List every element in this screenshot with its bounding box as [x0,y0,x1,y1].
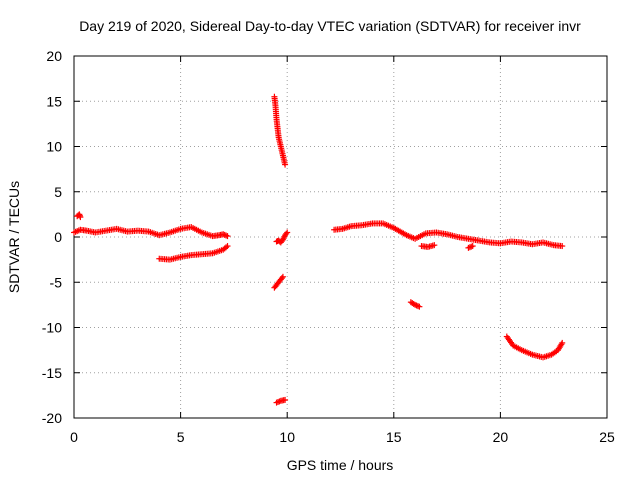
axis-ticks [73,55,608,419]
x-tick-label: 20 [493,429,509,445]
data-point [559,243,566,250]
y-tick-label: 10 [46,139,62,155]
data-point [223,232,230,239]
data-point [466,244,473,251]
data-points [71,93,566,406]
x-tick-label: 15 [386,429,402,445]
y-tick-label: -10 [42,320,62,336]
data-point [283,230,290,237]
y-tick-label: -15 [42,365,62,381]
data-point [282,396,289,403]
x-axis-label: GPS time / hours [287,457,394,473]
plot-frame [73,55,608,419]
x-tick-label: 5 [177,429,185,445]
data-point [279,273,286,280]
y-tick-label: 15 [46,93,62,109]
y-tick-label: 0 [54,229,62,245]
y-tick-label: -20 [42,410,62,426]
y-tick-label: 5 [54,184,62,200]
data-point [416,303,423,310]
data-point [559,339,566,346]
y-tick-label: -5 [50,274,63,290]
data-point [224,243,231,250]
data-point [224,233,231,240]
data-point [469,243,476,250]
chart-title: Day 219 of 2020, Sidereal Day-to-day VTE… [79,18,581,34]
data-point [276,398,283,405]
y-tick-label: 20 [46,48,62,64]
x-tick-label: 10 [279,429,295,445]
x-tick-label: 0 [70,429,78,445]
data-point [431,242,438,249]
x-tick-label: 25 [599,429,615,445]
data-point [284,229,291,236]
data-point [468,243,475,250]
data-point [282,161,289,168]
y-axis-label: SDTVAR / TECUs [6,181,22,293]
grid [74,56,607,418]
data-point [278,275,285,282]
data-point [77,214,84,221]
axis-tick-labels: 0 5 10 15 20 25 -20 -15 -10 -5 0 5 10 15 20 [42,48,615,445]
